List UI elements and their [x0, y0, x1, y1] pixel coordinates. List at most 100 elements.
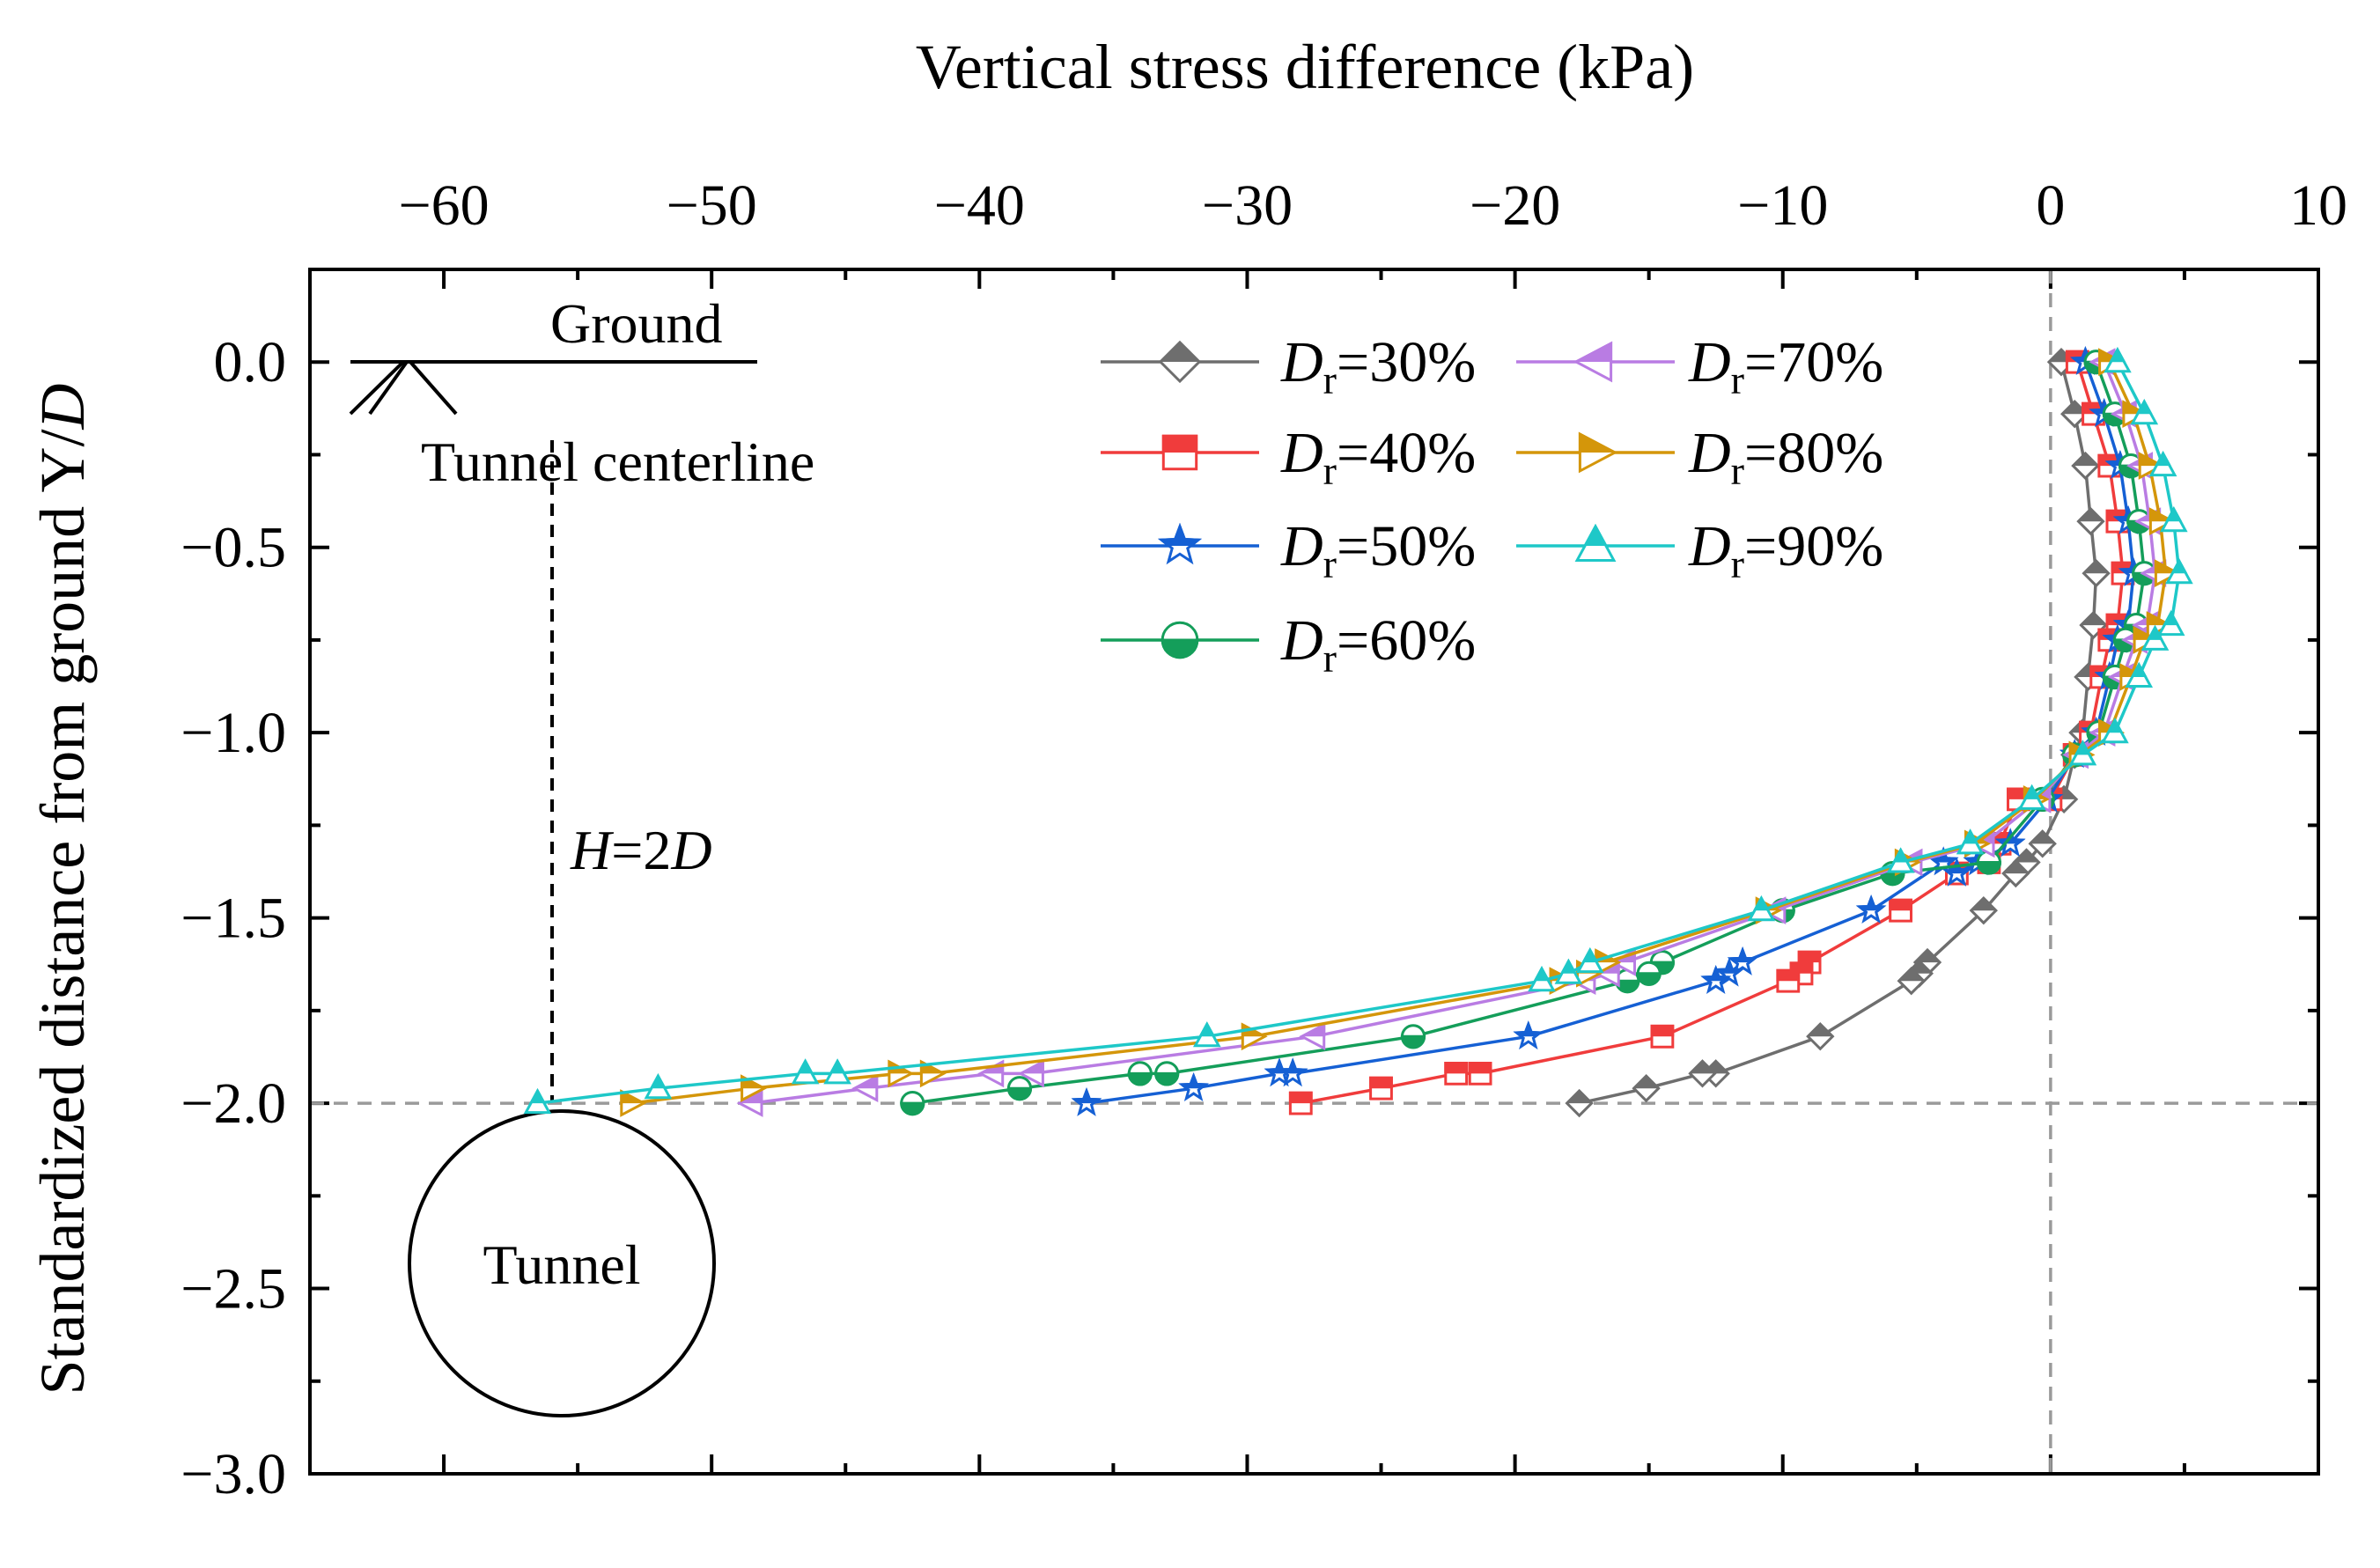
data-point: [2101, 718, 2129, 744]
legend-symbol: D: [1688, 514, 1731, 578]
y-axis-title: Standardized distance from ground Y/D: [27, 383, 98, 1395]
data-point: [2148, 450, 2177, 477]
y-tick-label: −1.0: [181, 701, 286, 765]
x-tick-label: −60: [398, 173, 489, 238]
data-point: [2028, 829, 2057, 858]
marker-fill: [1154, 1071, 1180, 1086]
legend-label: Dr=60%: [1280, 608, 1476, 681]
data-point: [2104, 347, 2132, 373]
data-point: [620, 1089, 647, 1117]
data-point: [741, 1074, 768, 1102]
data-point: [1017, 1059, 1044, 1088]
data-point: [2068, 740, 2097, 766]
data-point: [1513, 1020, 1544, 1050]
marker-fill: [1072, 1088, 1102, 1104]
tunnel-centerline-label: Tunnel centerline: [421, 431, 814, 493]
legend-subscript: r: [1323, 636, 1337, 681]
marker-fill: [1583, 523, 1608, 546]
data-point: [1897, 967, 1926, 996]
marker-fill: [1560, 959, 1577, 974]
marker-fill: [2109, 347, 2126, 363]
marker-fill: [1444, 1062, 1469, 1074]
data-point: [1806, 1022, 1835, 1051]
data-point: [2130, 399, 2159, 425]
marker-fill: [1161, 638, 1199, 659]
marker-fill: [900, 1101, 925, 1116]
marker-fill: [2130, 662, 2148, 677]
legend-label: Dr=50%: [1280, 514, 1476, 586]
data-point: [644, 1073, 673, 1100]
marker-fill: [1006, 1086, 1033, 1101]
legend-value: =60%: [1337, 608, 1476, 673]
legend-subscript: r: [1323, 541, 1337, 586]
marker-fill: [1700, 966, 1731, 982]
marker-fill: [2079, 610, 2108, 626]
marker-fill: [2147, 625, 2163, 640]
marker-fill: [1264, 1058, 1294, 1074]
legend-label: Dr=30%: [1280, 330, 1476, 402]
marker-fill: [2163, 610, 2180, 626]
data-point: [1288, 1091, 1313, 1115]
legend-marker: [1574, 523, 1617, 562]
legend-marker: [1161, 621, 1199, 659]
legend-marker: [1158, 522, 1202, 565]
data-point: [1241, 1022, 1268, 1051]
data-point: [1727, 946, 1758, 975]
marker-fill: [1892, 847, 1909, 863]
marker-fill: [529, 1088, 546, 1104]
data-point: [1071, 1086, 1102, 1116]
series-dr60: [900, 350, 2157, 1116]
data-point: [1889, 898, 1913, 923]
marker-fill: [1369, 1076, 1393, 1089]
data-point: [736, 1089, 763, 1117]
legend-marker: [1573, 341, 1613, 383]
depth-label: H=2D: [570, 819, 712, 881]
legend-symbol: D: [1280, 330, 1323, 394]
x-tick-label: −30: [1202, 173, 1293, 238]
data-point: [1369, 1076, 1393, 1101]
series-dr90: [523, 347, 2193, 1115]
marker-fill: [1714, 959, 1744, 974]
data-point: [791, 1058, 820, 1085]
legend-label: Dr=40%: [1280, 421, 1476, 493]
legend-subscript: r: [1323, 357, 1337, 402]
data-point: [2141, 624, 2170, 651]
data-point: [2012, 848, 2041, 877]
depth-label-h: H: [570, 819, 615, 881]
data-point: [1299, 1022, 1326, 1051]
marker-fill: [1776, 968, 1801, 982]
y-tick-label: 0.0: [214, 330, 287, 394]
legend-label: Dr=90%: [1688, 514, 1883, 586]
marker-fill: [1688, 1059, 1717, 1074]
data-point: [1192, 1021, 1221, 1048]
marker-fill: [1241, 1022, 1268, 1037]
series-line: [1579, 361, 2098, 1105]
y-tick-label: −3.0: [181, 1442, 286, 1506]
series-layer: [523, 345, 2193, 1118]
data-point: [1154, 1061, 1180, 1086]
data-point: [2001, 858, 2030, 888]
y-tick-label: −1.5: [181, 887, 286, 951]
marker-fill: [919, 1059, 947, 1074]
data-point: [1713, 957, 1745, 987]
marker-fill: [1158, 340, 1202, 362]
data-point: [1565, 1088, 1594, 1118]
marker-fill: [2071, 451, 2100, 467]
data-point: [823, 1058, 851, 1085]
marker-fill: [741, 1074, 767, 1089]
y-axis-title-main: Standardized distance from ground Y/: [27, 429, 98, 1395]
marker-fill: [1288, 1091, 1313, 1104]
marker-fill: [2012, 848, 2041, 863]
data-point: [1178, 1071, 1209, 1101]
marker-fill: [1158, 522, 1202, 546]
ground-label: Ground: [550, 292, 723, 355]
marker-fill: [2155, 451, 2171, 467]
marker-fill: [1161, 434, 1198, 453]
data-point: [2071, 451, 2100, 481]
data-point: [1776, 968, 1801, 993]
legend: Dr=30%Dr=40%Dr=50%Dr=60%Dr=70%Dr=80%Dr=9…: [1101, 330, 1883, 681]
schematic-annotation: Ground Tunnel centerline H=2D Tunnel: [349, 292, 814, 1417]
data-point: [1575, 946, 1604, 974]
marker-fill: [1856, 895, 1886, 911]
